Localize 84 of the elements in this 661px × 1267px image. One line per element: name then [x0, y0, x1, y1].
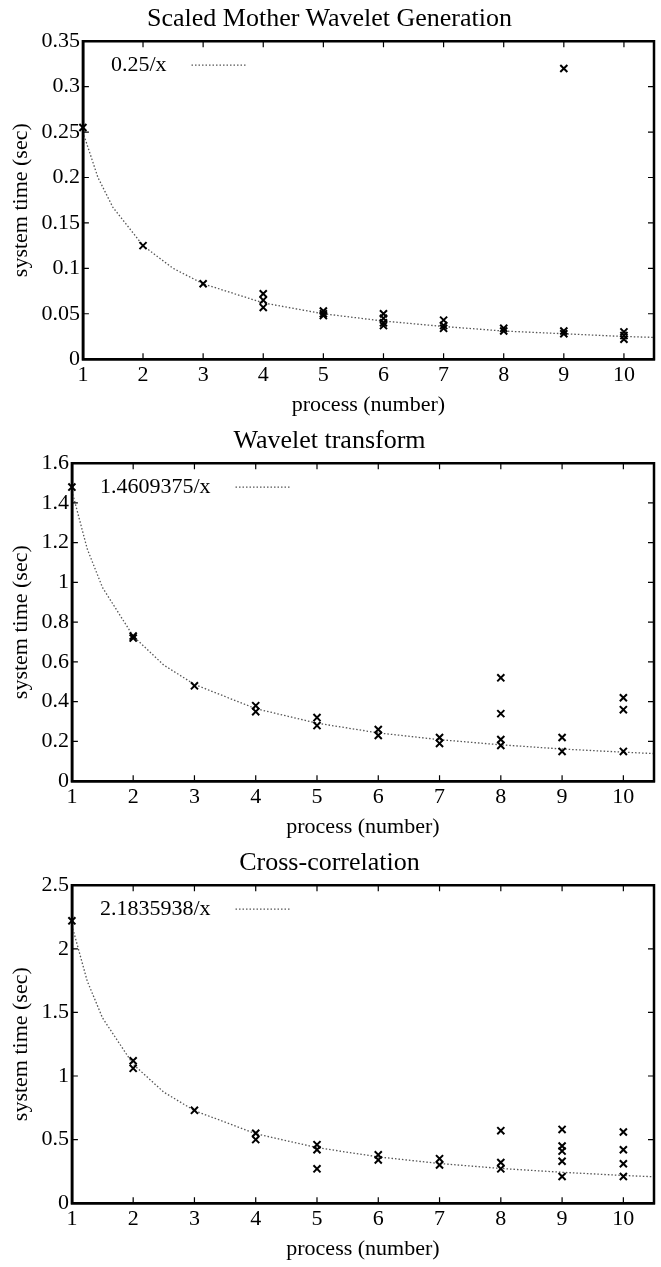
y-axis-title: system time (sec) — [6, 123, 32, 278]
point — [189, 1105, 199, 1115]
y-tick-label: 1 — [57, 1061, 69, 1087]
x-tick-label: 4 — [257, 361, 269, 387]
point — [189, 681, 199, 691]
y-tick-label: 2 — [57, 934, 69, 960]
y-tick-label: 0.1 — [52, 254, 80, 280]
point — [312, 1164, 322, 1174]
y-tick-label: 0 — [57, 766, 69, 792]
y-tick-label: 0.6 — [41, 647, 69, 673]
chart-title: Cross-correlation — [239, 847, 420, 877]
point — [618, 746, 628, 756]
x-tick-label: 10 — [612, 361, 635, 387]
x-tick-label: 10 — [612, 1205, 635, 1231]
y-tick-label: 1.2 — [41, 528, 69, 554]
x-axis-title: process (number) — [286, 1234, 440, 1260]
legend-label: 0.25/x — [110, 50, 167, 76]
x-tick-label: 7 — [434, 783, 446, 809]
y-tick-label: 0.3 — [52, 72, 80, 98]
y-tick-label: 0.4 — [41, 687, 69, 713]
y-tick-label: 0.2 — [52, 163, 80, 189]
point — [496, 709, 506, 719]
legend-label: 2.1835938/x — [99, 894, 211, 920]
point — [618, 693, 628, 703]
chart-title: Scaled Mother Wavelet Generation — [147, 3, 512, 33]
point — [138, 241, 148, 251]
y-tick-label: 0.2 — [41, 727, 69, 753]
x-tick-label: 7 — [438, 361, 450, 387]
x-tick-label: 8 — [495, 783, 507, 809]
x-tick-label: 9 — [558, 361, 570, 387]
point — [557, 732, 567, 743]
y-axis-title: system time (sec) — [6, 967, 32, 1122]
x-tick-label: 8 — [495, 1205, 507, 1231]
y-tick-label: 0 — [68, 344, 80, 370]
point — [618, 705, 628, 715]
x-tick-label: 2 — [127, 1205, 139, 1231]
point — [67, 482, 77, 492]
point — [618, 1145, 628, 1155]
y-tick-label: 1.4 — [41, 488, 69, 514]
x-tick-label: 6 — [372, 783, 384, 809]
point — [67, 916, 77, 926]
x-tick-label: 3 — [188, 783, 200, 809]
x-tick-label: 9 — [556, 1205, 568, 1231]
x-tick-label: 7 — [434, 1205, 446, 1231]
x-tick-label: 6 — [372, 1205, 384, 1231]
x-tick-label: 5 — [317, 361, 329, 387]
point — [618, 1127, 628, 1137]
x-tick-label: 5 — [311, 783, 323, 809]
x-tick-label: 4 — [250, 1205, 262, 1231]
y-tick-label: 2.5 — [41, 870, 69, 896]
y-tick-label: 0 — [57, 1188, 69, 1214]
x-tick-label: 6 — [377, 361, 389, 387]
chart-title: Wavelet transform — [233, 425, 426, 455]
point — [618, 1159, 628, 1169]
legend-label: 1.4609375/x — [99, 472, 211, 498]
point — [557, 746, 567, 756]
x-tick-label: 3 — [197, 361, 209, 387]
y-tick-label: 0.5 — [41, 1125, 69, 1151]
point — [618, 1171, 628, 1182]
x-tick-label: 10 — [612, 783, 635, 809]
y-tick-label: 0.25 — [41, 117, 80, 143]
x-axis-title: process (number) — [286, 812, 440, 838]
point — [496, 673, 506, 683]
y-tick-label: 1.6 — [41, 448, 69, 474]
x-tick-label: 9 — [556, 783, 568, 809]
point — [557, 1171, 567, 1182]
x-tick-label: 2 — [127, 783, 139, 809]
y-tick-label: 0.8 — [41, 607, 69, 633]
y-tick-label: 0.35 — [41, 26, 80, 52]
x-tick-label: 4 — [250, 783, 262, 809]
y-tick-label: 1.5 — [41, 998, 69, 1024]
y-tick-label: 0.05 — [41, 299, 80, 325]
y-axis-title: system time (sec) — [6, 545, 32, 700]
point — [198, 279, 208, 289]
x-tick-label: 3 — [188, 1205, 200, 1231]
point — [559, 63, 569, 73]
x-tick-label: 2 — [137, 361, 149, 387]
x-tick-label: 8 — [498, 361, 510, 387]
x-axis-title: process (number) — [291, 390, 446, 416]
y-tick-label: 1 — [57, 568, 69, 594]
point — [496, 1126, 506, 1136]
y-tick-label: 0.15 — [41, 208, 80, 234]
point — [557, 1124, 567, 1134]
x-tick-label: 5 — [311, 1205, 323, 1231]
